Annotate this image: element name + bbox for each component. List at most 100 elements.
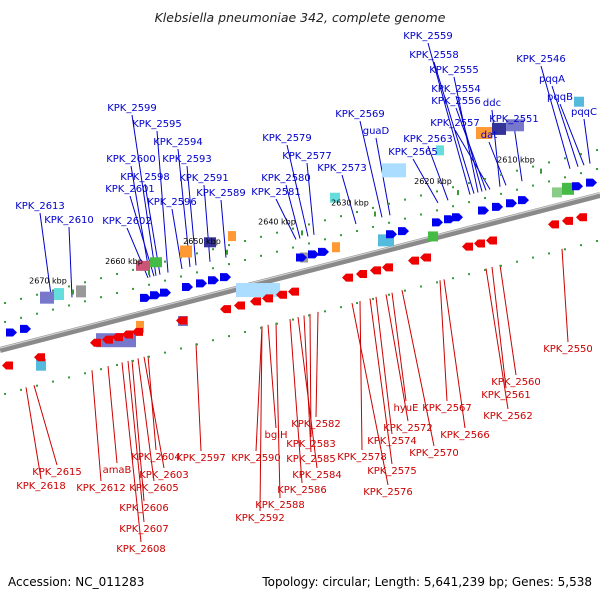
genome-summary-text: Topology: circular; Length: 5,641,239 bp… <box>261 575 592 589</box>
forward-gene-arrow <box>506 199 517 208</box>
gene-label: KPK_2575 <box>367 466 417 477</box>
track-dot <box>548 252 550 255</box>
track-dot <box>228 335 230 338</box>
label-leader <box>488 141 507 186</box>
gene-label: KPK_2588 <box>255 500 305 511</box>
gene-label: KPK_2574 <box>367 436 417 447</box>
tick-label: 2640 kbp <box>258 217 296 226</box>
track-dot <box>484 177 486 180</box>
track-dot <box>596 168 598 171</box>
label-leader <box>33 385 58 466</box>
track-dot <box>164 351 166 354</box>
forward-gene-arrow <box>492 202 503 211</box>
track-dot <box>548 161 550 164</box>
label-leader <box>485 268 509 410</box>
track-dot <box>212 248 214 251</box>
track-dot <box>516 260 518 263</box>
track-dot <box>564 176 566 179</box>
track-dot <box>356 230 358 233</box>
gene-label: KPK_2550 <box>543 344 593 355</box>
track-dot <box>68 376 70 379</box>
gene-label: KPK_2554 <box>431 84 481 95</box>
track-dot <box>292 318 294 321</box>
gene-label: hyuE <box>394 403 419 414</box>
forward-gene-arrow <box>386 230 397 239</box>
gene-label: KPK_2567 <box>422 403 472 414</box>
gene-label: bglH <box>265 430 288 441</box>
gene-label: KPK_2608 <box>116 544 166 555</box>
track-dot <box>148 283 150 286</box>
label-leader <box>107 366 118 464</box>
gene-label: KPK_2597 <box>176 453 226 464</box>
track-dot <box>84 372 86 375</box>
reverse-gene-arrow <box>548 220 559 229</box>
feature-block <box>552 187 562 198</box>
label-leader <box>491 109 501 187</box>
feature-block <box>136 320 144 333</box>
track-dot <box>212 339 214 342</box>
forward-gene-arrow <box>208 276 219 285</box>
reverse-gene-arrow <box>122 330 133 339</box>
track-dot <box>372 297 374 300</box>
track-dot <box>388 221 390 224</box>
label-leader <box>412 158 439 204</box>
label-leader <box>131 359 145 502</box>
track-dot <box>260 235 262 238</box>
gene-labels: KPK_2559 KPK_2558 KPK_2555 KPK_2554KPK_2556… <box>15 31 597 555</box>
feature-block <box>180 245 192 258</box>
track-dot <box>4 301 6 304</box>
label-leader <box>433 61 475 194</box>
track-dot <box>68 304 70 307</box>
track-dot <box>580 153 582 156</box>
gene-label: KPK_2579 <box>262 133 312 144</box>
reverse-gene-arrow <box>176 316 187 325</box>
reverse-gene-arrow <box>234 301 245 310</box>
forward-gene-arrow <box>296 253 307 262</box>
tick-label: 2620 kbp <box>414 177 452 186</box>
gene-label: KPK_2610 <box>44 215 94 226</box>
label-leader <box>391 292 407 402</box>
track-dot <box>132 359 134 362</box>
track-dot <box>20 297 22 300</box>
track-dot <box>324 310 326 313</box>
reverse-gene-arrow <box>342 273 353 282</box>
reverse-gene-arrow <box>220 305 231 314</box>
gene-label: KPK_2569 <box>335 109 385 120</box>
tick-mark <box>374 211 376 217</box>
forward-gene-arrow <box>160 288 171 297</box>
gene-label: guaD <box>363 126 390 137</box>
gene-label: KPK_2566 <box>440 430 490 441</box>
label-leader <box>267 324 277 429</box>
label-leader <box>455 107 487 191</box>
forward-gene-arrow <box>452 213 463 222</box>
track-dot <box>452 186 454 189</box>
track-dot <box>20 388 22 391</box>
track-dot <box>276 322 278 325</box>
track-dot <box>148 355 150 358</box>
reverse-gene-arrow <box>382 263 393 272</box>
label-leader <box>171 208 183 270</box>
track-dot <box>436 190 438 193</box>
gene-label: KPK_2572 <box>383 423 433 434</box>
gene-label: KPK_2589 <box>196 188 246 199</box>
track-dot <box>468 273 470 276</box>
track-dot <box>116 292 118 295</box>
track-dot <box>244 239 246 242</box>
label-leader <box>68 226 73 298</box>
track-dots <box>4 149 598 395</box>
track-dot <box>308 242 310 245</box>
gene-label: KPK_2590 <box>231 453 281 464</box>
track-dot <box>484 196 486 199</box>
track-dot <box>596 240 598 243</box>
gene-label: KPK_2580 <box>261 173 311 184</box>
track-dot <box>52 308 54 311</box>
tick-label: 2610 kbp <box>497 156 535 165</box>
reverse-gene-arrow <box>288 287 299 296</box>
gene-label: KPK_2546 <box>516 54 566 65</box>
forward-gene-arrow <box>318 247 329 256</box>
track-dot <box>180 275 182 278</box>
label-leader <box>315 311 319 418</box>
track-dot <box>52 380 54 383</box>
reverse-gene-arrow <box>262 294 273 303</box>
forward-gene-arrow <box>586 178 597 187</box>
